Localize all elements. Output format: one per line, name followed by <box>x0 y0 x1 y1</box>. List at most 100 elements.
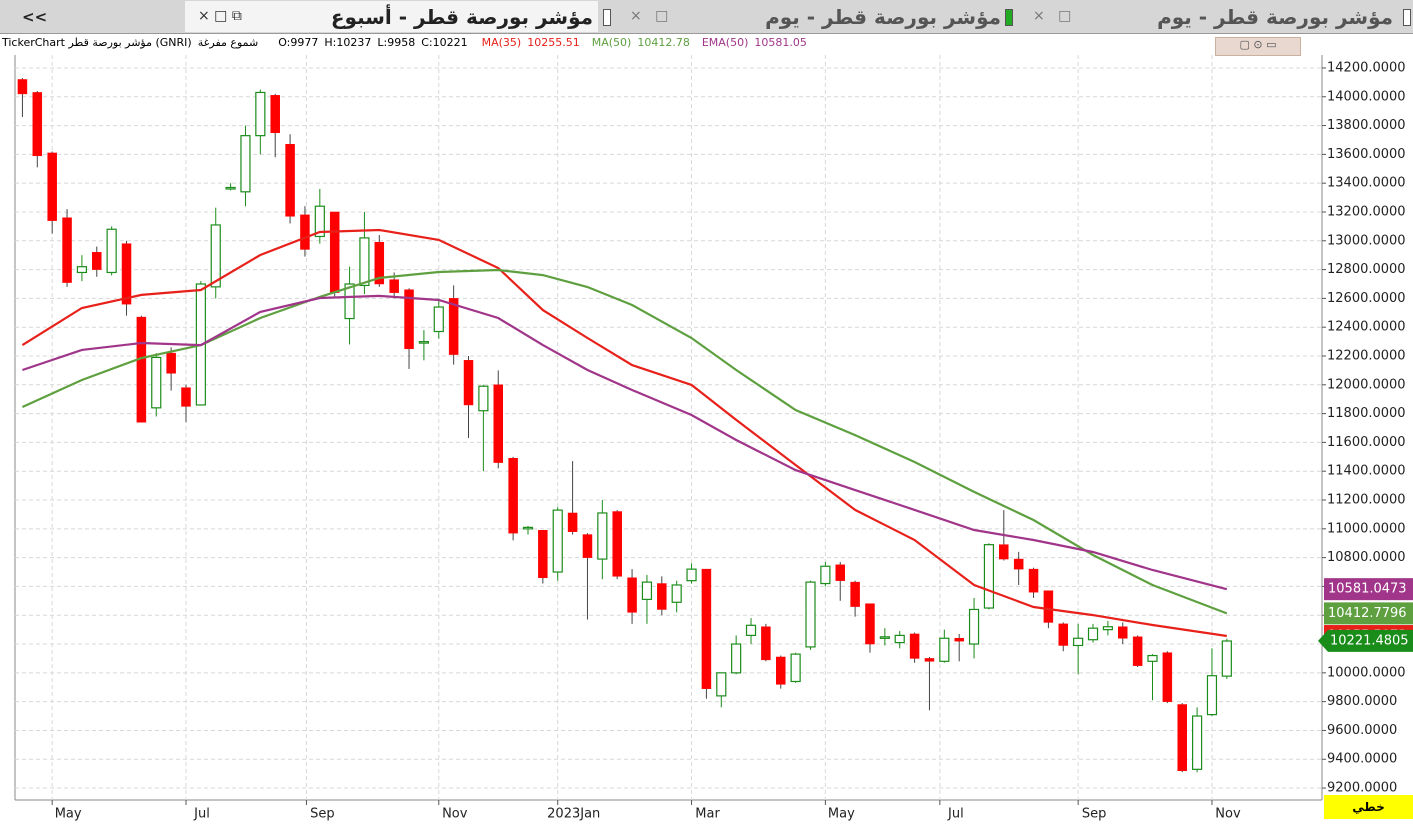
candle-body <box>954 638 964 642</box>
y-tick-label: 13000.0000 <box>1327 233 1406 248</box>
y-tick-label: 11200.0000 <box>1327 493 1406 508</box>
x-tick-label: May <box>55 807 82 822</box>
y-tick-label: 13200.0000 <box>1327 204 1406 219</box>
candle-body <box>418 340 430 344</box>
tab-flag <box>1403 9 1411 26</box>
candle-body <box>850 581 860 607</box>
candle-body <box>657 583 667 610</box>
candle-body <box>62 217 72 283</box>
y-tick-label: 13400.0000 <box>1327 176 1406 191</box>
ohlc-value: 10221 <box>432 36 468 49</box>
tab-title[interactable]: مؤشر بورصة قطر - أسبوع <box>330 5 593 29</box>
y-tick-label: 14200.0000 <box>1327 60 1406 75</box>
price-tag-label: 10581.0473 <box>1328 582 1407 597</box>
indicator-name: MA(35) <box>481 36 522 49</box>
y-tick-label: 9400.0000 <box>1327 752 1397 767</box>
y-tick-label: 11000.0000 <box>1327 521 1406 536</box>
ohlc: L:9958 <box>377 36 415 49</box>
candle-body <box>344 283 355 320</box>
candle-body <box>389 279 399 293</box>
candle-body <box>805 581 816 648</box>
y-tick-label: 10800.0000 <box>1327 550 1406 565</box>
indicator-line <box>21 228 1227 638</box>
indicator-value: 10581.05 <box>754 36 807 49</box>
nav-button[interactable]: << <box>22 8 48 26</box>
candle-body <box>1162 652 1173 702</box>
price-tag <box>1324 578 1413 601</box>
candle-body <box>32 92 43 157</box>
active-tab-bg <box>185 1 598 32</box>
candle-body <box>1058 623 1069 646</box>
candle-body <box>314 205 325 238</box>
candle-body <box>285 144 295 217</box>
candle-body <box>567 512 578 532</box>
chart-toolbar[interactable]: ▢ ⊙ ▭ <box>1215 37 1301 56</box>
candle-body <box>1028 568 1039 593</box>
ohlc: H:10237 <box>324 36 371 49</box>
candle-body <box>552 509 563 573</box>
indicator-value: 10255.51 <box>527 36 580 49</box>
candle-body <box>968 608 980 645</box>
y-tick-label: 12200.0000 <box>1327 348 1406 363</box>
candle-body <box>255 91 266 137</box>
candle-body <box>448 298 459 355</box>
candle-body <box>508 457 518 534</box>
candle-body <box>983 544 995 609</box>
price-tag-label: 10412.7796 <box>1328 606 1407 621</box>
candle-body <box>433 306 444 333</box>
candle-body <box>597 512 608 560</box>
y-tick-label: 9200.0000 <box>1327 781 1397 796</box>
ohlc: C:10221 <box>421 36 467 49</box>
x-tick-label: Sep <box>1082 807 1107 822</box>
ohlc-value: 9958 <box>387 36 416 49</box>
candle-body <box>17 79 28 95</box>
x-tick-label: May <box>828 807 855 822</box>
x-tick-label: Mar <box>695 807 720 822</box>
y-tick-label: 10400.0000 <box>1327 608 1406 623</box>
chart-type-button[interactable]: خطي <box>1324 795 1413 819</box>
y-tick-label: 11600.0000 <box>1327 435 1406 450</box>
candle-body <box>776 656 786 685</box>
tab-title[interactable]: مؤشر بورصة قطر - يوم <box>1157 5 1393 29</box>
candle-body <box>240 135 251 193</box>
tab-title[interactable]: مؤشر بورصة قطر - يوم <box>765 5 1001 29</box>
style: شموع مفرغة <box>197 36 259 49</box>
price-tag <box>1324 625 1413 648</box>
ohlc-value: 10237 <box>336 36 372 49</box>
x-tick-label: Jul <box>193 807 210 822</box>
candle-body <box>1206 675 1218 716</box>
candle-body <box>359 237 370 287</box>
candle-body <box>151 356 162 409</box>
tab-icons[interactable]: × □ ⧉ <box>198 8 242 24</box>
candle-body <box>181 387 191 407</box>
ohlc-label: C: <box>421 36 433 49</box>
candle-body <box>195 283 206 406</box>
tab-icons[interactable]: × □ <box>1033 8 1072 24</box>
candle-body <box>716 672 727 697</box>
y-tick-label: 9800.0000 <box>1327 694 1397 709</box>
candle-body <box>790 653 801 683</box>
tab-icons[interactable]: × □ <box>630 8 669 24</box>
candle-body <box>1073 637 1084 647</box>
candle-body <box>463 360 474 406</box>
candle-body <box>939 637 950 662</box>
candle-body <box>627 577 637 613</box>
candle-body <box>835 564 845 581</box>
y-tick-label: 10000.0000 <box>1327 665 1406 680</box>
candle-body <box>1102 626 1113 631</box>
price-tag-label: 10221.4805 <box>1330 633 1409 648</box>
candle-body <box>1013 558 1024 570</box>
candle-body <box>300 214 310 250</box>
candle-body <box>210 224 221 288</box>
candle-body <box>731 643 742 674</box>
indicator-line <box>21 268 1228 615</box>
ohlc: O:9977 <box>278 36 318 49</box>
candle-body <box>582 534 593 558</box>
candle-body <box>404 289 414 350</box>
candle-body <box>999 544 1009 560</box>
candle-body <box>879 636 890 639</box>
candle-body <box>1043 590 1054 623</box>
y-tick-label: 12600.0000 <box>1327 291 1406 306</box>
candle-body <box>1118 626 1128 639</box>
